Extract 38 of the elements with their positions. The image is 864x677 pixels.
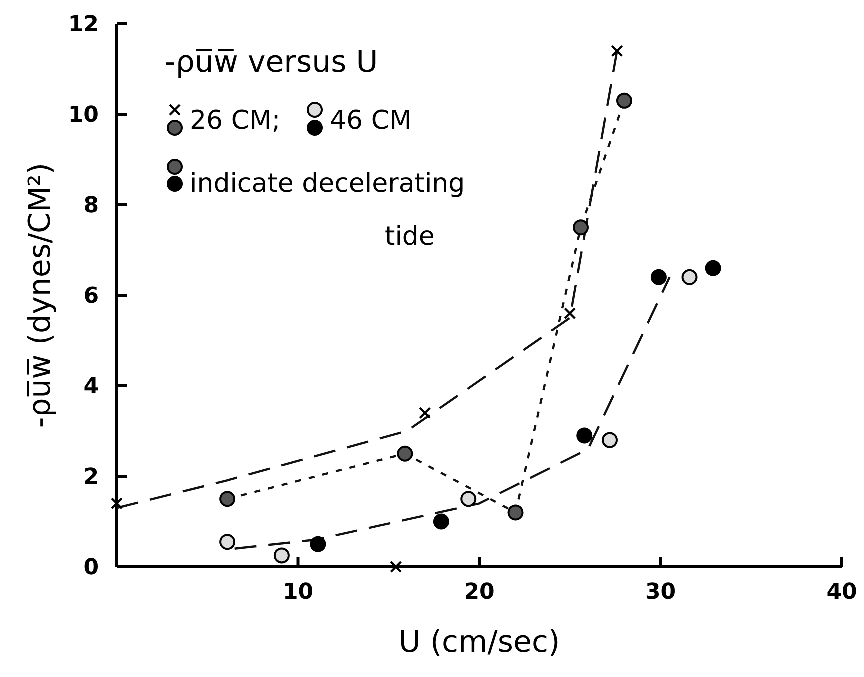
y-tick-label: 8: [84, 194, 99, 219]
point: [397, 446, 414, 462]
point: [460, 491, 477, 508]
point: [220, 491, 236, 508]
point: [611, 45, 624, 58]
x-tick-label: 10: [282, 580, 314, 605]
point: [274, 548, 290, 564]
text: -ρu̅w̅ versus U: [165, 45, 378, 80]
y-tick-label: 10: [68, 103, 99, 128]
annotation: indicate decelerating tide: [190, 169, 466, 252]
point: [310, 536, 326, 552]
y-tick-label: 12: [68, 12, 99, 38]
point: [220, 534, 236, 550]
point: [110, 498, 124, 510]
point: [705, 260, 722, 276]
y-tick-label: 6: [84, 284, 99, 310]
x-tick-label: 20: [464, 580, 495, 605]
y-tick-label: 2: [84, 465, 99, 490]
point: [508, 504, 524, 521]
y-tick-label: 0: [84, 556, 99, 581]
y-axis-title: -ρu̅w̅ (dynes/CM²): [23, 162, 58, 428]
point: [433, 514, 450, 530]
x-axis-title: U (cm/sec): [398, 625, 560, 660]
point: [682, 269, 698, 286]
point: [390, 560, 402, 574]
point: [573, 220, 589, 236]
x-tick-label: 30: [645, 580, 676, 605]
point: [564, 308, 576, 320]
legend-label: 26 CM;: [190, 106, 281, 136]
legend-label: 46 CM: [330, 106, 412, 136]
x-tick-label: 40: [826, 580, 858, 605]
point: [576, 428, 593, 444]
point: [616, 92, 632, 109]
y-tick-label: 4: [84, 374, 99, 400]
point: [419, 407, 432, 420]
point: [650, 269, 667, 286]
point: [602, 432, 618, 448]
line-series: [116, 50, 618, 510]
